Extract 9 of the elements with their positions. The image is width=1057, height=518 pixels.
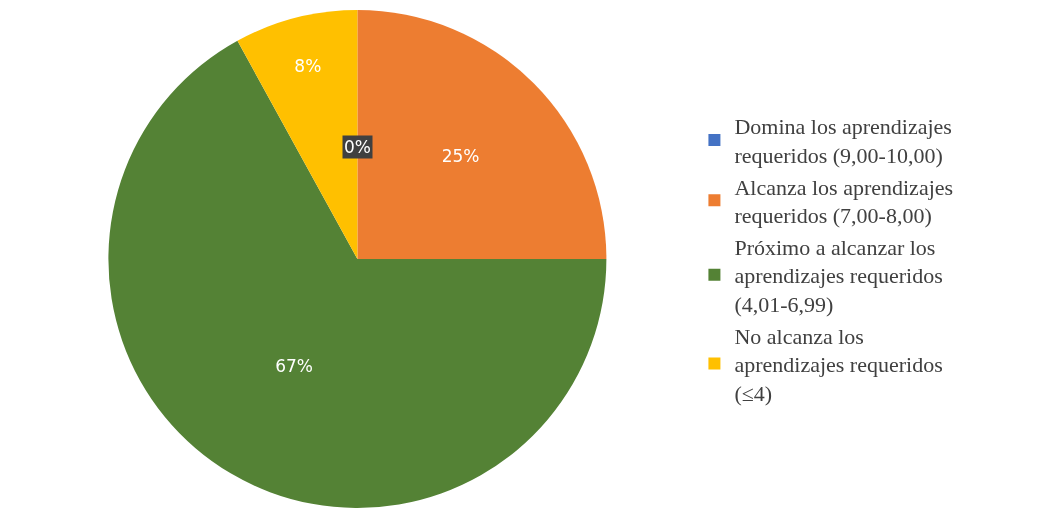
data-label: 8% [294,55,322,76]
data-label: 67% [275,356,313,377]
text: 0% [344,137,371,157]
data-label: 25% [441,145,480,166]
legend-label: No alcanza los aprendizajes requeridos (≤4) [734,323,943,406]
legend-label: Próximo a alcanzar los aprendizajes requeridos (4,01-6,99) [734,234,943,317]
legend-label: Domina los aprendizajes requeridos (9,00-10,00) [734,114,952,168]
pie-slice [108,40,607,508]
legend-label: Alcanza los aprendizajes requeridos (7,00-8,00) [734,174,954,229]
